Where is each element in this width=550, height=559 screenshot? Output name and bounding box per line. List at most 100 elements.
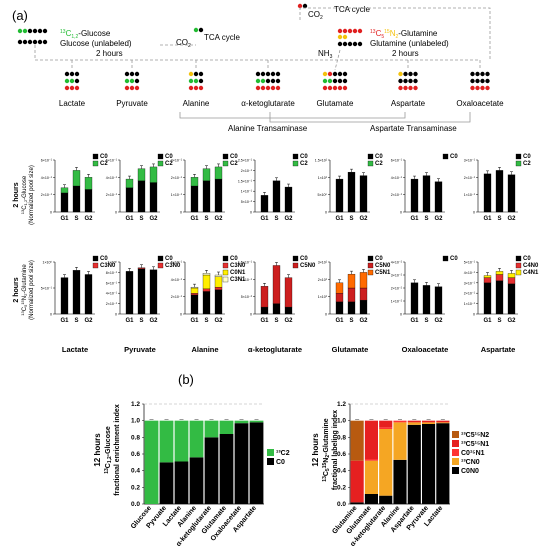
y-tick-label: 1.5×10¹ [315, 159, 328, 163]
isotope-dot [74, 71, 80, 77]
bar-c3n1 [202, 273, 211, 276]
legend-label: ¹³C5¹⁵N1 [461, 441, 489, 448]
legend-swatch [442, 255, 449, 262]
y-tick-label: 0 [180, 313, 182, 317]
glutamine-time: 2 hours [392, 49, 419, 58]
legend-label: C5N0 [375, 263, 391, 269]
legend-label: C0 [300, 154, 308, 160]
bar-segment [407, 422, 421, 425]
legend-label: C0 [165, 256, 173, 262]
isotope-dot [64, 71, 70, 77]
legend-swatch [292, 153, 299, 160]
y-tick-label: 2×10⁻¹ [391, 193, 403, 197]
svg-text:fractional labeling index: fractional labeling index [332, 410, 339, 490]
isotope-dot [42, 28, 48, 34]
legend-label: C3N0 [230, 263, 246, 269]
glucose-label: 13C1,2-Glucose [60, 29, 111, 40]
legend-swatch [157, 160, 164, 167]
bar-c0 [125, 187, 134, 213]
y-tick-label: 1×10⁻¹ [171, 193, 183, 197]
isotope-dot [302, 3, 308, 9]
bar-c2 [137, 168, 146, 181]
x-tick-label: G1 [410, 216, 419, 222]
isotope-dot [470, 85, 475, 91]
isotope-dot [42, 39, 48, 45]
y-tick-label: 1×10⁰ [42, 261, 52, 265]
bar-c0 [137, 268, 146, 315]
bar-c3n1 [214, 274, 223, 277]
legend-label: C2 [100, 161, 108, 167]
bar-c2 [84, 177, 93, 190]
y-tick-label: 1×10¹ [318, 295, 328, 299]
bar-c0 [190, 294, 199, 315]
bar-segment [436, 423, 450, 504]
y-tick-label: 2.5×10⁻¹ [238, 159, 253, 163]
legend-label: C0 [523, 154, 531, 160]
bar-c0 [84, 189, 93, 213]
bar-segment [422, 424, 436, 504]
x-tick-label: G1 [260, 216, 269, 222]
y-tick-label: 0 [50, 313, 52, 317]
bar-c4n1 [483, 275, 492, 278]
legend-swatch [515, 255, 522, 262]
tca-cycle-label-2: TCA cycle [334, 5, 371, 14]
y-tick-label: 4×10⁻¹ [106, 176, 118, 180]
bar-c0 [84, 274, 93, 315]
isotope-dot [275, 71, 281, 77]
bar-c0 [60, 277, 69, 315]
y-tick-label: 6×10⁻¹ [171, 261, 183, 265]
bar-c0 [434, 286, 443, 315]
legend-swatch [367, 160, 374, 167]
isotope-dot [485, 78, 490, 84]
isotope-dot [337, 78, 343, 84]
svg-text:13C515N2-Glutamine: 13C515N2-Glutamine [322, 418, 331, 481]
bar-segment [407, 424, 421, 504]
isotope-dot [27, 39, 33, 45]
bar-c3n0 [202, 288, 211, 292]
isotope-dot [69, 85, 75, 91]
bar-chart-a-gln-aspartate: 01×10⁻¹2×10⁻¹3×10⁻¹4×10⁻¹5×10⁻¹G1 S G2C0C4… [464, 255, 539, 324]
legend-swatch [452, 449, 459, 456]
column-label: Glutamate [332, 345, 369, 354]
bar-c0 [202, 291, 211, 315]
x-tick-label: G1 [190, 216, 199, 222]
glutamine-unlabeled-label: Glutamine (unlabeled) [370, 39, 449, 48]
panel-a-label: (a) [12, 8, 28, 23]
pathway-line [34, 45, 480, 61]
bar-c0 [410, 282, 419, 315]
legend-swatch [222, 153, 229, 160]
y-tick-label: 2×10⁻¹ [171, 176, 183, 180]
legend-label: C0N1 [230, 270, 246, 276]
legend-label: C4N0 [523, 263, 539, 269]
y-tick-label: 3×10⁻¹ [464, 159, 476, 163]
x-tick-label: G1 [410, 318, 419, 324]
x-tick-label: G2 [359, 318, 368, 324]
isotope-dot [69, 78, 75, 84]
bar-c0 [272, 303, 281, 315]
isotope-dot [134, 85, 140, 91]
bar-c2 [190, 177, 199, 187]
bar-c0 [149, 269, 158, 315]
bar-segment [364, 460, 378, 494]
x-tick-label: G1 [60, 216, 69, 222]
bar-c0 [335, 301, 344, 315]
y-tick-label: 5×10⁻¹ [41, 287, 53, 291]
legend-swatch [367, 262, 374, 269]
svg-text:12 hours: 12 hours [93, 433, 102, 467]
bar-segment [249, 422, 264, 504]
isotope-dot [270, 71, 276, 77]
bar-segment [219, 434, 234, 504]
legend-label: C0 [375, 256, 383, 262]
legend-label: C2 [523, 161, 531, 167]
legend-swatch [515, 153, 522, 160]
isotope-dot [260, 85, 266, 91]
isotope-dot [17, 39, 23, 45]
isotope-dot [124, 71, 130, 77]
isotope-dot [198, 71, 204, 77]
isotope-dot [193, 78, 199, 84]
legend-swatch [222, 255, 229, 262]
legend-swatch [267, 458, 274, 465]
co2-label-2: CO2 [308, 10, 323, 21]
svg-text:2 hours: 2 hours [13, 277, 20, 302]
